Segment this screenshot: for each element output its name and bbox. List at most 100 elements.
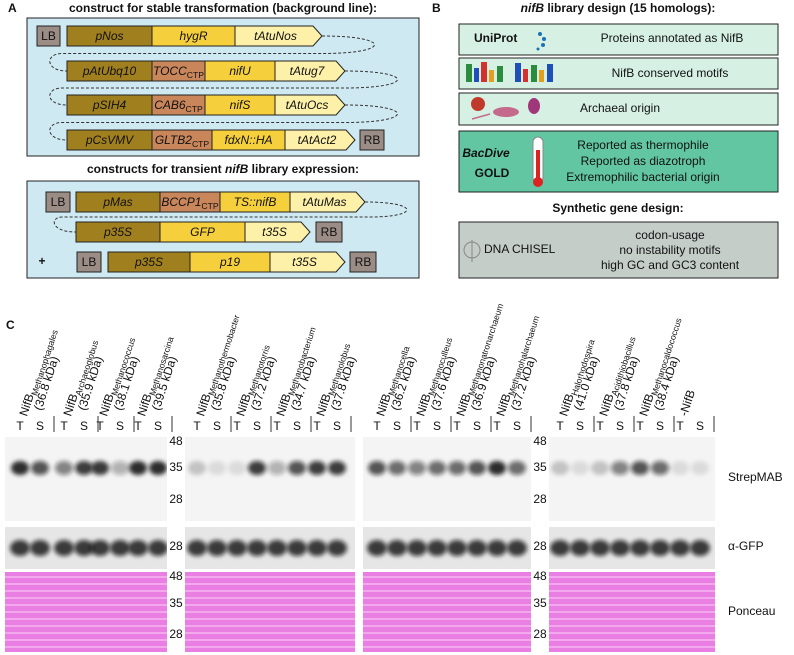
band	[428, 461, 446, 475]
band	[288, 461, 306, 475]
panel-label: B	[432, 1, 441, 15]
lane-text-part: T	[273, 419, 281, 433]
part-label: t35S	[262, 225, 287, 239]
band	[308, 461, 326, 475]
panel-label: C	[6, 318, 15, 332]
motif-logo	[466, 62, 553, 82]
part-label: tAtuMas	[302, 195, 346, 209]
dna-chisel-logo-part: DNA CHISEL	[484, 242, 556, 256]
band	[328, 461, 346, 475]
band	[650, 540, 670, 556]
marker-label-part: 28	[533, 627, 547, 641]
lane-text-part: T	[16, 419, 24, 433]
band	[388, 461, 406, 475]
lane-text: S	[513, 419, 521, 433]
part-label-part: RB	[364, 133, 381, 147]
band	[671, 461, 689, 475]
part-label-part: LB	[41, 29, 56, 43]
dna-chisel-icon	[463, 240, 481, 262]
lane-text: S	[656, 419, 664, 433]
marker-label: 35	[169, 460, 183, 474]
marker-label: 35	[533, 460, 547, 474]
construct-name-part: NifB	[414, 392, 434, 418]
band	[630, 540, 650, 556]
part-label-part: hygR	[179, 29, 207, 43]
bacdive-logo-part: BacDive	[462, 146, 510, 160]
section-title: constructs for transient nifB library ex…	[87, 162, 359, 176]
section-title: Synthetic gene design:	[552, 201, 683, 215]
plus-sign: +	[38, 254, 45, 268]
part-label-part: pCsVMV	[85, 133, 134, 147]
construct-name-part: NifB	[374, 392, 394, 418]
lane-text-part: S	[213, 419, 221, 433]
lane-text: S	[253, 419, 261, 433]
band	[227, 540, 247, 556]
marker-label: 35	[533, 596, 547, 610]
source-box	[458, 130, 779, 193]
band	[31, 461, 49, 475]
lane-text-part: S	[116, 419, 124, 433]
lane-text: S	[116, 419, 124, 433]
lane-text: T	[16, 419, 24, 433]
criteria-text: codon-usage	[635, 228, 705, 242]
part-label: LB	[41, 29, 56, 43]
gold-logo-part: GOLD	[475, 166, 510, 180]
border-box	[315, 221, 343, 243]
part-label: nifU	[229, 64, 251, 78]
band	[571, 461, 589, 475]
band	[91, 461, 109, 475]
source-text: Extremophilic bacterial origin	[566, 170, 719, 184]
part-label: pSIH4	[92, 98, 127, 112]
source-text: Proteins annotated as NifB	[601, 31, 744, 45]
part-label-part: p35S	[134, 255, 163, 269]
section-title-part: construct for stable transformation (bac…	[69, 1, 377, 15]
border-box	[349, 251, 377, 273]
lane-text: T	[313, 419, 321, 433]
lane-text-part: T	[96, 419, 104, 433]
part-label-part: LB	[51, 195, 66, 209]
uniprot-logo-part: UniProt	[474, 31, 517, 45]
part-label: tAtuNos	[254, 29, 297, 43]
criteria-text: high GC and GC3 content	[601, 258, 740, 272]
source-text-part: Reported as thermophile	[577, 138, 709, 152]
source-box	[458, 23, 779, 56]
part-label: nifS	[230, 98, 251, 112]
construct-name-part: NifB	[557, 392, 577, 418]
source-box	[458, 57, 779, 90]
terminator	[289, 191, 366, 213]
band	[10, 540, 30, 556]
marker-label: 48	[169, 569, 183, 583]
lane-text: S	[473, 419, 481, 433]
source-text-part: Proteins annotated as NifB	[601, 31, 744, 45]
marker-label: 48	[169, 434, 183, 448]
part-label: pNos	[94, 29, 123, 43]
panel-label-part: A	[8, 1, 17, 15]
band	[468, 461, 486, 475]
marker-label-part: 28	[169, 627, 183, 641]
part-label-part: CAB6	[154, 98, 186, 112]
band	[368, 461, 386, 475]
band	[670, 540, 690, 556]
band	[691, 461, 709, 475]
source-text: Archaeal origin	[580, 101, 660, 115]
band	[267, 540, 287, 556]
part-label: RB	[355, 255, 372, 269]
construct-name-part: NifB	[454, 392, 474, 418]
band	[427, 540, 447, 556]
part-label-part: TOCC	[153, 64, 187, 78]
lane-text-part: T	[134, 419, 142, 433]
part-label: BCCP1CTP	[161, 195, 219, 211]
lane-text: T	[273, 419, 281, 433]
synthetic-box	[458, 221, 779, 279]
lane-text-part: T	[493, 419, 501, 433]
lane-label: NifBMethanosarcina(39.5 kDa)	[135, 335, 180, 418]
lane-text: S	[36, 419, 44, 433]
section-title-part: library design (15 homologs):	[544, 1, 715, 15]
lane-text: T	[134, 419, 142, 433]
band	[507, 540, 527, 556]
part-label-part: pAtUbq10	[82, 64, 137, 78]
terminator	[274, 60, 346, 82]
bacdive-logo: BacDive	[462, 146, 510, 160]
lane-text: S	[213, 419, 221, 433]
lane-text-part: S	[80, 419, 88, 433]
